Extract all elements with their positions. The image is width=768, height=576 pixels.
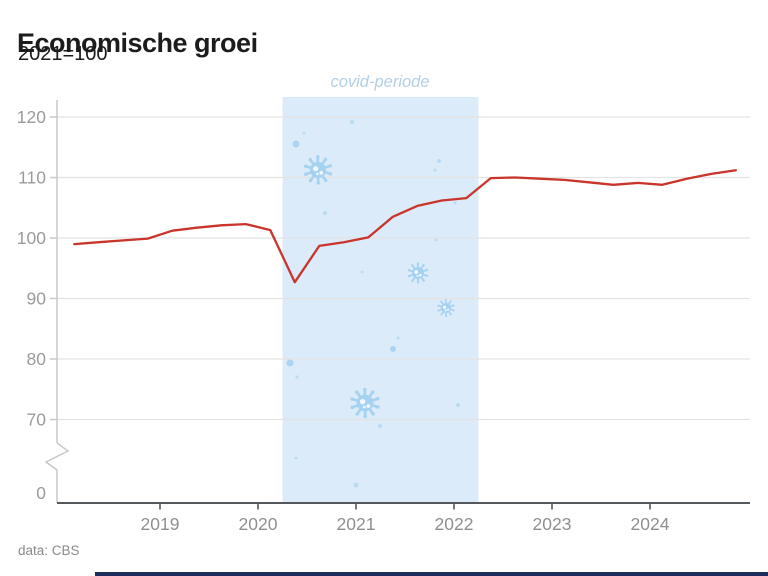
y-tick-label: 80 xyxy=(27,349,47,369)
y-tick-label-zero: 0 xyxy=(36,483,46,503)
source-label: data: CBS xyxy=(18,543,80,558)
covid-dot xyxy=(353,482,359,488)
gdp-index-line xyxy=(73,169,737,284)
covid-dot xyxy=(456,403,460,407)
covid-dot xyxy=(302,131,306,135)
covid-dot xyxy=(437,159,441,163)
x-tick-label: 2019 xyxy=(141,514,180,534)
y-tick-label: 90 xyxy=(27,289,47,309)
covid-dot xyxy=(396,336,400,340)
covid-dot xyxy=(434,238,438,242)
covid-dot xyxy=(323,211,327,215)
y-tick-label: 120 xyxy=(17,107,46,127)
x-tick-label: 2020 xyxy=(239,514,278,534)
virus-icon xyxy=(303,155,333,185)
x-tick-label: 2023 xyxy=(533,514,572,534)
virus-icon xyxy=(407,262,429,284)
footer-brand-bar xyxy=(95,572,768,576)
covid-dot xyxy=(378,424,382,428)
virus-icon xyxy=(437,298,455,318)
y-axis-break-icon xyxy=(44,442,70,471)
y-tick-label: 110 xyxy=(18,168,46,188)
x-tick-label: 2024 xyxy=(631,514,670,534)
covid-dot xyxy=(295,375,299,379)
covid-dot xyxy=(294,456,298,460)
chart-title: Economische groei xyxy=(17,28,258,59)
y-tick-label: 70 xyxy=(27,410,47,430)
x-tick-label: 2021 xyxy=(337,514,376,534)
covid-dot xyxy=(360,270,364,274)
covid-dot xyxy=(292,140,300,148)
covid-dot xyxy=(390,346,396,352)
covid-dot xyxy=(433,168,437,172)
y-tick-label: 100 xyxy=(17,228,46,248)
chart-subtitle: 2021=100 xyxy=(18,43,108,65)
x-tick-label: 2022 xyxy=(435,514,474,534)
virus-icon xyxy=(350,387,380,419)
covid-period-label: covid-periode xyxy=(330,73,430,91)
covid-dot xyxy=(350,120,354,124)
covid-dot xyxy=(286,359,294,367)
covid-dot xyxy=(453,201,457,205)
covid-period-band xyxy=(282,97,479,503)
